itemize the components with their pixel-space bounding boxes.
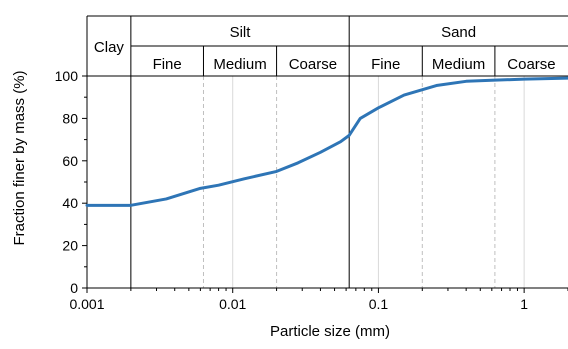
y-tick-label: 20 — [62, 238, 78, 254]
sub-band-label-coarse: Coarse — [507, 56, 555, 73]
x-tick-label: 0.01 — [219, 296, 246, 312]
y-axis-title: Fraction finer by mass (%) — [11, 70, 28, 245]
classification-layer: Clay Silt Sand Fine Medium Coarse Fine Medium Co… — [87, 15, 568, 288]
x-tick-label: 0.001 — [69, 296, 104, 312]
y-tick-label: 80 — [62, 110, 78, 126]
x-tick-label: 0.1 — [369, 296, 389, 312]
sub-band-label-coarse: Coarse — [289, 56, 337, 73]
band-label-silt: Silt — [230, 24, 252, 41]
y-tick-label: 60 — [62, 153, 78, 169]
sub-band-label-medium: Medium — [213, 56, 266, 73]
axes-layer: 0 20 40 60 80 100 0.001 0.01 0.1 1 — [55, 16, 568, 312]
band-label-sand: Sand — [441, 24, 476, 41]
series-layer — [85, 76, 568, 207]
y-tick-label: 100 — [55, 68, 79, 84]
sub-band-label-medium: Medium — [432, 56, 485, 73]
y-tick-label: 0 — [70, 280, 78, 296]
sub-band-label-fine: Fine — [153, 56, 182, 73]
grid-layer — [202, 76, 525, 288]
sub-band-label-fine: Fine — [371, 56, 400, 73]
y-tick-label: 40 — [62, 195, 78, 211]
x-tick-label: 1 — [520, 296, 528, 312]
band-label-clay: Clay — [94, 39, 125, 56]
x-axis-title: Particle size (mm) — [270, 323, 390, 340]
series-line — [85, 76, 568, 207]
